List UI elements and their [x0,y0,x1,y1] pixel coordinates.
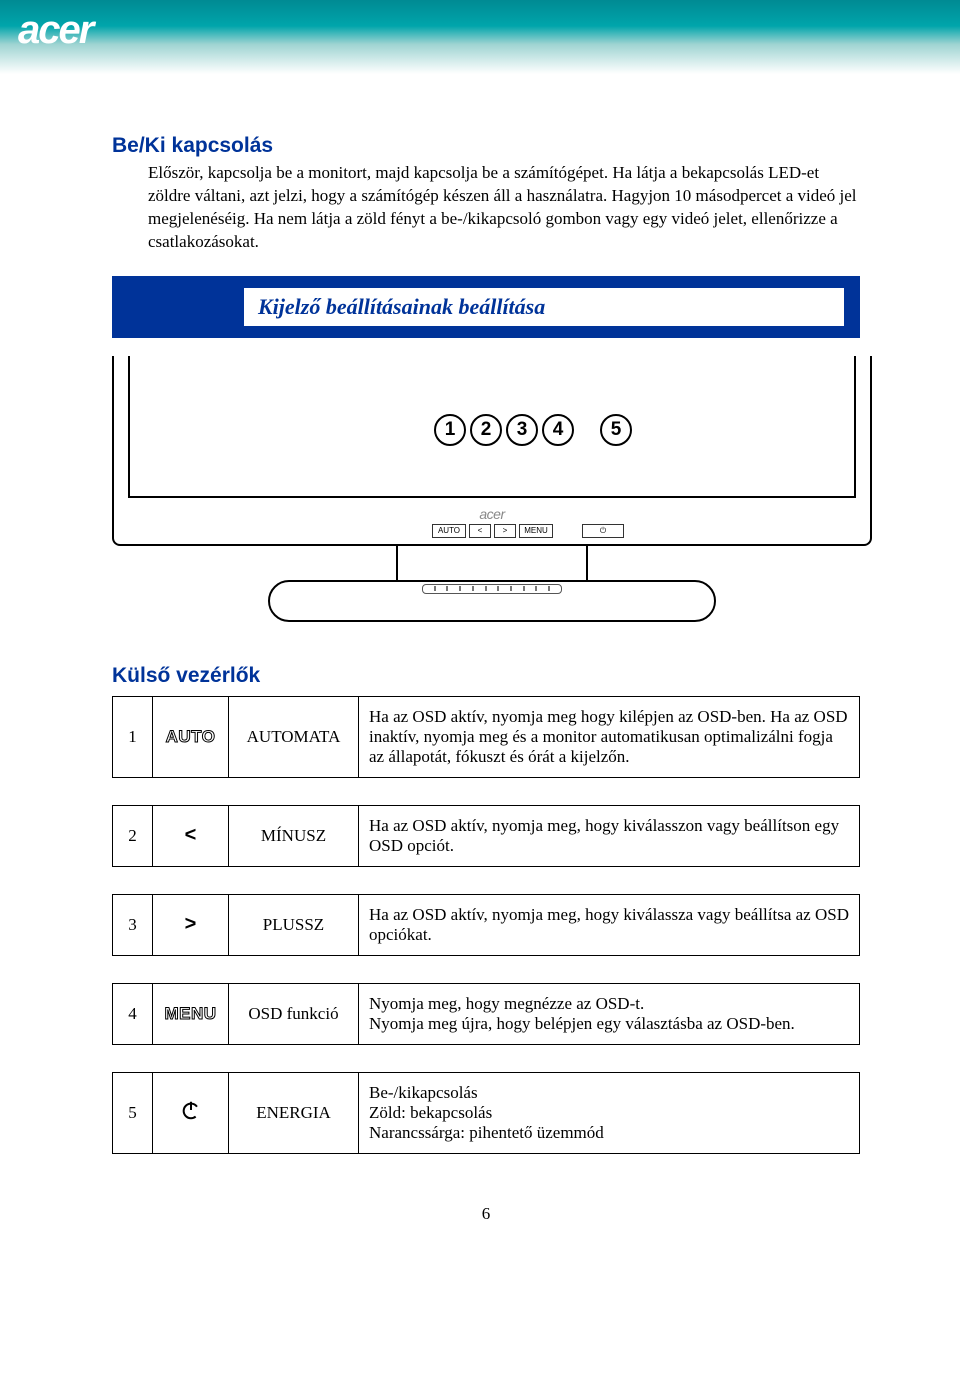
callout-2: 2 [470,414,502,446]
row-spacer [113,1044,860,1072]
monitor-brand-label: acer [479,506,504,522]
monitor-btn-MENU: MENU [519,524,553,538]
monitor-stand-neck [396,546,588,582]
controls-table: 1AUTOAUTOMATAHa az OSD aktív, nyomja meg… [112,696,860,1154]
control-name: ENERGIA [229,1072,359,1153]
control-num: 1 [113,696,153,777]
control-row-3: 3>PLUSSZHa az OSD aktív, nyomja meg, hog… [113,894,860,955]
control-desc: Ha az OSD aktív, nyomja meg hogy kilépje… [359,696,860,777]
power-icon [180,1099,202,1121]
section-body-power: Először, kapcsolja be a monitort, majd k… [148,162,860,254]
control-name: MÍNUSZ [229,805,359,866]
control-num: 5 [113,1072,153,1153]
row-spacer [113,777,860,805]
section-title-power: Be/Ki kapcsolás [112,134,860,158]
section-title-controls: Külső vezérlők [112,664,860,688]
control-desc: Nyomja meg, hogy megnézze az OSD-t. Nyom… [359,983,860,1044]
settings-banner: Kijelző beállításainak beállítása [112,276,860,338]
control-icon: < [153,805,229,866]
brand-header: acer [0,0,960,74]
settings-banner-inner: Kijelző beállításainak beállítása [244,288,844,326]
callout-5: 5 [600,414,632,446]
control-row-1: 1AUTOAUTOMATAHa az OSD aktív, nyomja meg… [113,696,860,777]
control-row-4: 4MENUOSD funkcióNyomja meg, hogy megnézz… [113,983,860,1044]
control-desc: Ha az OSD aktív, nyomja meg, hogy kivála… [359,894,860,955]
control-icon [153,1072,229,1153]
page-content: Be/Ki kapcsolás Először, kapcsolja be a … [0,74,960,1254]
row-spacer [113,955,860,983]
brand-logo: acer [18,8,92,53]
control-row-2: 2<MÍNUSZHa az OSD aktív, nyomja meg, hog… [113,805,860,866]
callout-3: 3 [506,414,538,446]
control-desc: Ha az OSD aktív, nyomja meg, hogy kivála… [359,805,860,866]
control-num: 2 [113,805,153,866]
settings-banner-text: Kijelző beállításainak beállítása [258,294,545,320]
monitor-button-row: AUTO<>MENU ⏻ [432,524,624,538]
control-icon: > [153,894,229,955]
control-num: 3 [113,894,153,955]
callout-1: 1 [434,414,466,446]
callout-4: 4 [542,414,574,446]
control-name: OSD funkció [229,983,359,1044]
monitor-btn-<: < [469,524,491,538]
monitor-btn-⏻: ⏻ [582,524,624,538]
page-number: 6 [112,1204,860,1224]
monitor-btn-AUTO: AUTO [432,524,466,538]
monitor-diagram: 12345 acer AUTO<>MENU ⏻ [112,356,872,636]
control-desc: Be-/kikapcsolás Zöld: bekapcsolás Naranc… [359,1072,860,1153]
monitor-btn->: > [494,524,516,538]
control-name: PLUSSZ [229,894,359,955]
control-name: AUTOMATA [229,696,359,777]
control-row-5: 5 ENERGIABe-/kikapcsolás Zöld: bekapcsolá… [113,1072,860,1153]
callout-row: 12345 [434,414,632,446]
row-spacer [113,866,860,894]
control-icon: MENU [153,983,229,1044]
control-icon: AUTO [153,696,229,777]
monitor-stand-notch [422,584,562,594]
control-num: 4 [113,983,153,1044]
